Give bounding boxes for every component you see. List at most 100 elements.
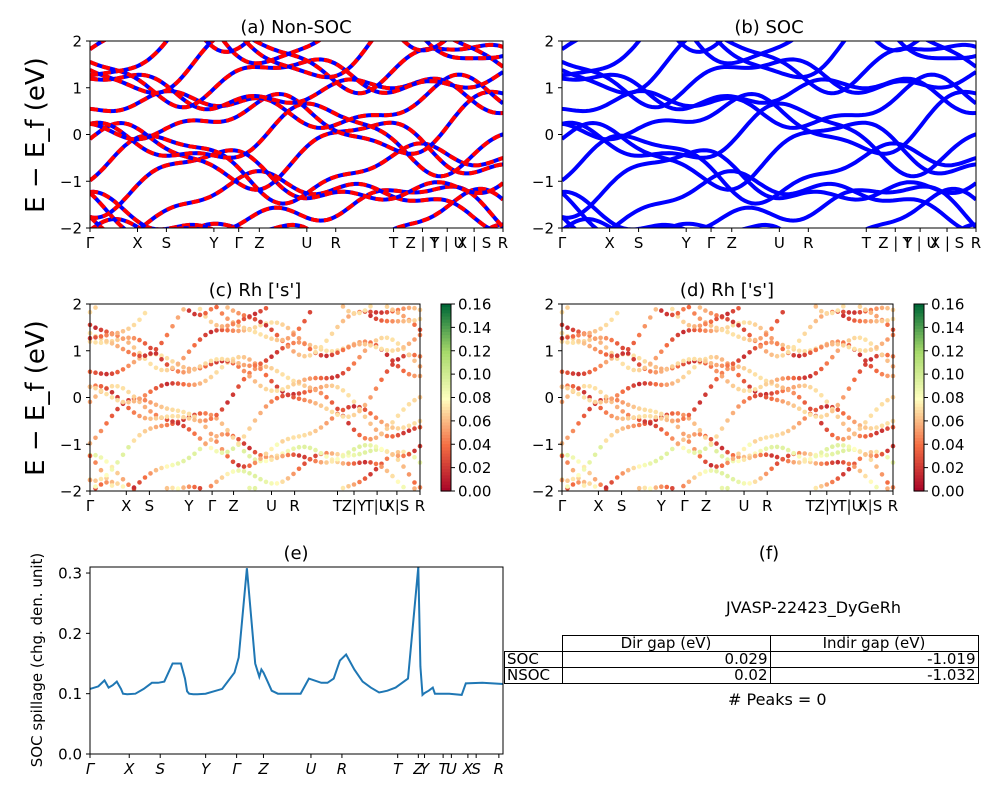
band-dot bbox=[708, 310, 714, 316]
band-dot bbox=[390, 319, 395, 324]
band-dot bbox=[620, 416, 625, 422]
band-dot bbox=[307, 388, 313, 394]
band-dot bbox=[758, 448, 763, 454]
band-dot bbox=[307, 376, 313, 381]
band-dot bbox=[263, 323, 269, 328]
band-dot bbox=[808, 373, 813, 379]
band-dot bbox=[247, 374, 252, 379]
band-dot bbox=[725, 473, 730, 479]
band-dot bbox=[791, 375, 796, 381]
band-dot bbox=[296, 340, 302, 345]
band-dot bbox=[120, 484, 126, 489]
band-dot bbox=[741, 446, 747, 452]
band-dot bbox=[774, 444, 780, 450]
band-dot bbox=[142, 310, 148, 316]
panel-d-title: (d) Rh ['s'] bbox=[680, 280, 774, 301]
band-dot bbox=[186, 308, 192, 313]
band-dot bbox=[841, 436, 846, 442]
band-dot bbox=[120, 346, 126, 352]
band-dot bbox=[841, 411, 846, 416]
y-tick-label: 1 bbox=[72, 79, 82, 97]
band-dot bbox=[126, 363, 131, 369]
band-dot bbox=[142, 475, 148, 480]
band-dot bbox=[115, 397, 120, 403]
band-dot bbox=[802, 451, 807, 456]
band-dot bbox=[236, 384, 241, 389]
band-dot bbox=[692, 475, 697, 480]
band-dot bbox=[631, 404, 636, 410]
band-dot bbox=[181, 414, 186, 420]
band-dot bbox=[736, 386, 741, 392]
band-dot bbox=[335, 384, 340, 390]
band-dot bbox=[197, 381, 203, 386]
band-dot bbox=[796, 383, 802, 389]
band-dot bbox=[93, 370, 98, 376]
band-dot bbox=[120, 329, 126, 334]
band-dot bbox=[670, 312, 675, 318]
band-dot bbox=[263, 454, 269, 460]
band-dot bbox=[401, 345, 406, 350]
band-dot bbox=[763, 382, 769, 387]
band-dot bbox=[703, 328, 708, 334]
band-dot bbox=[379, 446, 384, 452]
band-dot bbox=[631, 415, 636, 420]
band-dot bbox=[164, 414, 170, 420]
band-dot bbox=[153, 402, 159, 408]
band-dot bbox=[175, 421, 181, 426]
band-dot bbox=[752, 479, 758, 485]
y-tick-label: −2 bbox=[532, 483, 554, 501]
band-dot bbox=[846, 427, 852, 433]
band-dot bbox=[857, 369, 863, 374]
band-dot bbox=[153, 424, 159, 430]
band-dot bbox=[824, 427, 830, 433]
band-dot bbox=[373, 316, 379, 322]
band-dot bbox=[603, 352, 609, 357]
band-dot bbox=[830, 444, 835, 450]
band-dot bbox=[186, 455, 192, 461]
colorbar-segment bbox=[441, 388, 451, 392]
band-dot bbox=[570, 388, 576, 394]
band-dot bbox=[236, 323, 241, 328]
band-dot bbox=[208, 319, 214, 325]
band-dot bbox=[725, 457, 730, 462]
band-dot bbox=[686, 370, 692, 375]
band-dot bbox=[565, 370, 570, 376]
band-dot bbox=[329, 416, 335, 421]
band-dot bbox=[351, 461, 357, 466]
band-dot bbox=[230, 392, 236, 398]
band-dot bbox=[576, 333, 581, 338]
band-dot bbox=[868, 357, 874, 362]
band-dot bbox=[252, 485, 258, 491]
band-dot bbox=[681, 358, 686, 364]
band-dot bbox=[708, 354, 714, 360]
band-dot bbox=[874, 425, 879, 430]
band-dot bbox=[93, 484, 98, 489]
band-dot bbox=[181, 409, 186, 415]
colorbar-segment bbox=[914, 453, 924, 458]
band-dot bbox=[675, 378, 681, 384]
band-dot bbox=[258, 323, 263, 328]
band-dot bbox=[681, 412, 686, 418]
band-dot bbox=[230, 459, 236, 465]
band-dot bbox=[390, 337, 395, 343]
colorbar-segment bbox=[441, 319, 451, 324]
band-dot bbox=[208, 483, 214, 489]
band-dot bbox=[401, 484, 406, 490]
band-dot bbox=[791, 384, 796, 390]
band-dot bbox=[164, 367, 170, 373]
band-dot bbox=[664, 431, 670, 437]
band-dot bbox=[708, 468, 714, 473]
band-dot bbox=[625, 351, 631, 356]
band-dot bbox=[852, 318, 857, 323]
band-dot bbox=[868, 479, 874, 485]
band-dot bbox=[412, 421, 417, 426]
band-dot bbox=[401, 453, 406, 459]
band-dot bbox=[164, 381, 170, 387]
band-dot bbox=[846, 461, 852, 467]
band-dot bbox=[252, 366, 258, 372]
band-line bbox=[562, 41, 976, 80]
band-dot bbox=[181, 423, 186, 429]
band-dot bbox=[614, 353, 620, 359]
band-dot bbox=[340, 485, 346, 491]
band-dot bbox=[846, 386, 852, 392]
